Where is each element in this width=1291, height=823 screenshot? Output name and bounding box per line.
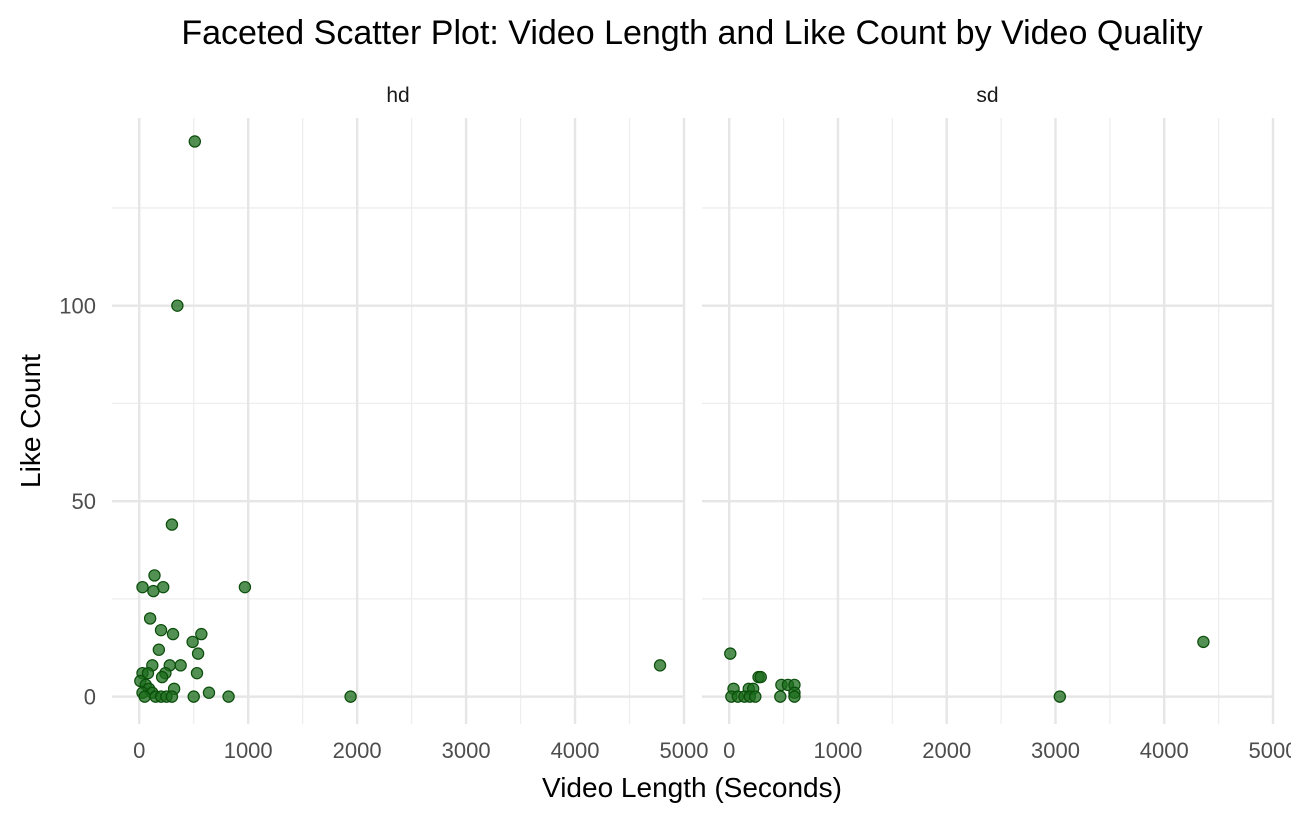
data-point bbox=[136, 580, 149, 594]
y-tick-label: 100 bbox=[59, 294, 96, 319]
y-axis-title: Like Count bbox=[15, 354, 46, 488]
data-point bbox=[148, 569, 161, 582]
data-point bbox=[147, 584, 160, 598]
data-point bbox=[154, 623, 168, 637]
data-point bbox=[138, 690, 151, 703]
data-point bbox=[165, 690, 179, 703]
data-point bbox=[188, 135, 202, 148]
x-tick-label: 3000 bbox=[1031, 738, 1080, 763]
x-tick-label: 5000 bbox=[660, 738, 709, 763]
x-tick-label: 4000 bbox=[551, 738, 600, 763]
data-point bbox=[202, 686, 216, 699]
data-point bbox=[152, 643, 166, 656]
data-point bbox=[155, 670, 169, 684]
data-point bbox=[724, 647, 737, 660]
data-point bbox=[166, 627, 180, 641]
data-point bbox=[1197, 635, 1210, 649]
data-point bbox=[222, 690, 235, 703]
facet-strip-label: sd bbox=[976, 84, 998, 107]
x-tick-label: 2000 bbox=[333, 738, 382, 763]
x-tick-label: 0 bbox=[723, 738, 735, 763]
data-point bbox=[653, 659, 667, 672]
x-tick-label: 0 bbox=[133, 738, 145, 763]
data-point bbox=[788, 690, 801, 703]
facet-panel-sd: 0 1000 2000 3000 4000 5000 sd bbox=[702, 84, 1291, 763]
data-point bbox=[186, 635, 199, 649]
facet-strip-label: hd bbox=[386, 84, 409, 107]
data-point bbox=[174, 659, 187, 672]
data-point bbox=[749, 690, 762, 703]
data-point bbox=[238, 580, 252, 594]
facet-panel-hd: 0 1000 2000 3000 4000 5000 hd bbox=[112, 84, 708, 763]
chart-title: Faceted Scatter Plot: Video Length and L… bbox=[181, 14, 1202, 52]
x-tick-label: 1000 bbox=[224, 738, 273, 763]
data-point bbox=[190, 666, 204, 680]
data-point bbox=[195, 627, 208, 641]
data-point bbox=[191, 647, 205, 660]
x-axis-title: Video Length (Seconds) bbox=[542, 772, 842, 803]
x-tick-label: 3000 bbox=[442, 738, 491, 763]
data-point bbox=[165, 518, 179, 531]
data-point bbox=[171, 299, 184, 312]
y-tick-label: 0 bbox=[84, 685, 96, 710]
data-point bbox=[754, 670, 767, 684]
data-point bbox=[141, 666, 155, 680]
data-point bbox=[1053, 690, 1067, 703]
data-point bbox=[344, 690, 357, 703]
data-point bbox=[143, 612, 157, 625]
x-tick-label: 2000 bbox=[922, 738, 971, 763]
data-point bbox=[774, 690, 787, 703]
x-tick-label: 5000 bbox=[1249, 738, 1291, 763]
data-point bbox=[187, 690, 200, 703]
x-tick-label: 1000 bbox=[813, 738, 862, 763]
y-tick-label: 50 bbox=[72, 489, 96, 514]
x-tick-label: 4000 bbox=[1140, 738, 1189, 763]
